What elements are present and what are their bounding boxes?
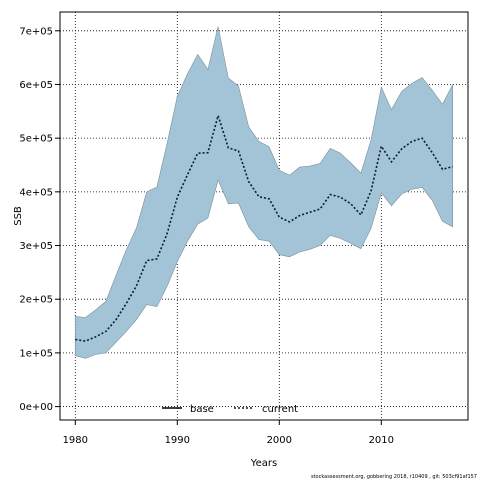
legend-label-current: current: [262, 404, 298, 415]
y-tick-label: 6e+05: [19, 80, 53, 91]
series-line-current: [75, 112, 453, 342]
x-tick-label: 2000: [267, 435, 292, 446]
x-tick-label: 1990: [165, 435, 190, 446]
y-tick-label: 0e+00: [19, 402, 53, 413]
y-tick-label: 4e+05: [19, 187, 53, 198]
legend-label-base: base: [190, 404, 214, 415]
x-tick-label: 1980: [63, 435, 88, 446]
y-axis: 0e+00 1e+05 2e+05 3e+05 4e+05 5e+05 6e+05 7e+05: [19, 26, 60, 413]
x-axis: 1980 1990 2000 2010: [63, 420, 394, 446]
legend: base current: [162, 404, 298, 415]
y-tick-label: 1e+05: [19, 348, 53, 359]
y-tick-label: 7e+05: [19, 26, 53, 37]
y-tick-label: 2e+05: [19, 295, 53, 306]
footer-note: stockassessment.org, gobbering 2018, r10…: [311, 474, 477, 480]
plot-frame: [59, 11, 469, 421]
y-axis-title: SSB: [13, 206, 24, 226]
x-tick-label: 2010: [369, 435, 394, 446]
y-tick-label: 3e+05: [19, 241, 53, 252]
confidence-band: [75, 26, 453, 359]
y-tick-label: 5e+05: [19, 134, 53, 145]
x-axis-title: Years: [250, 458, 277, 469]
